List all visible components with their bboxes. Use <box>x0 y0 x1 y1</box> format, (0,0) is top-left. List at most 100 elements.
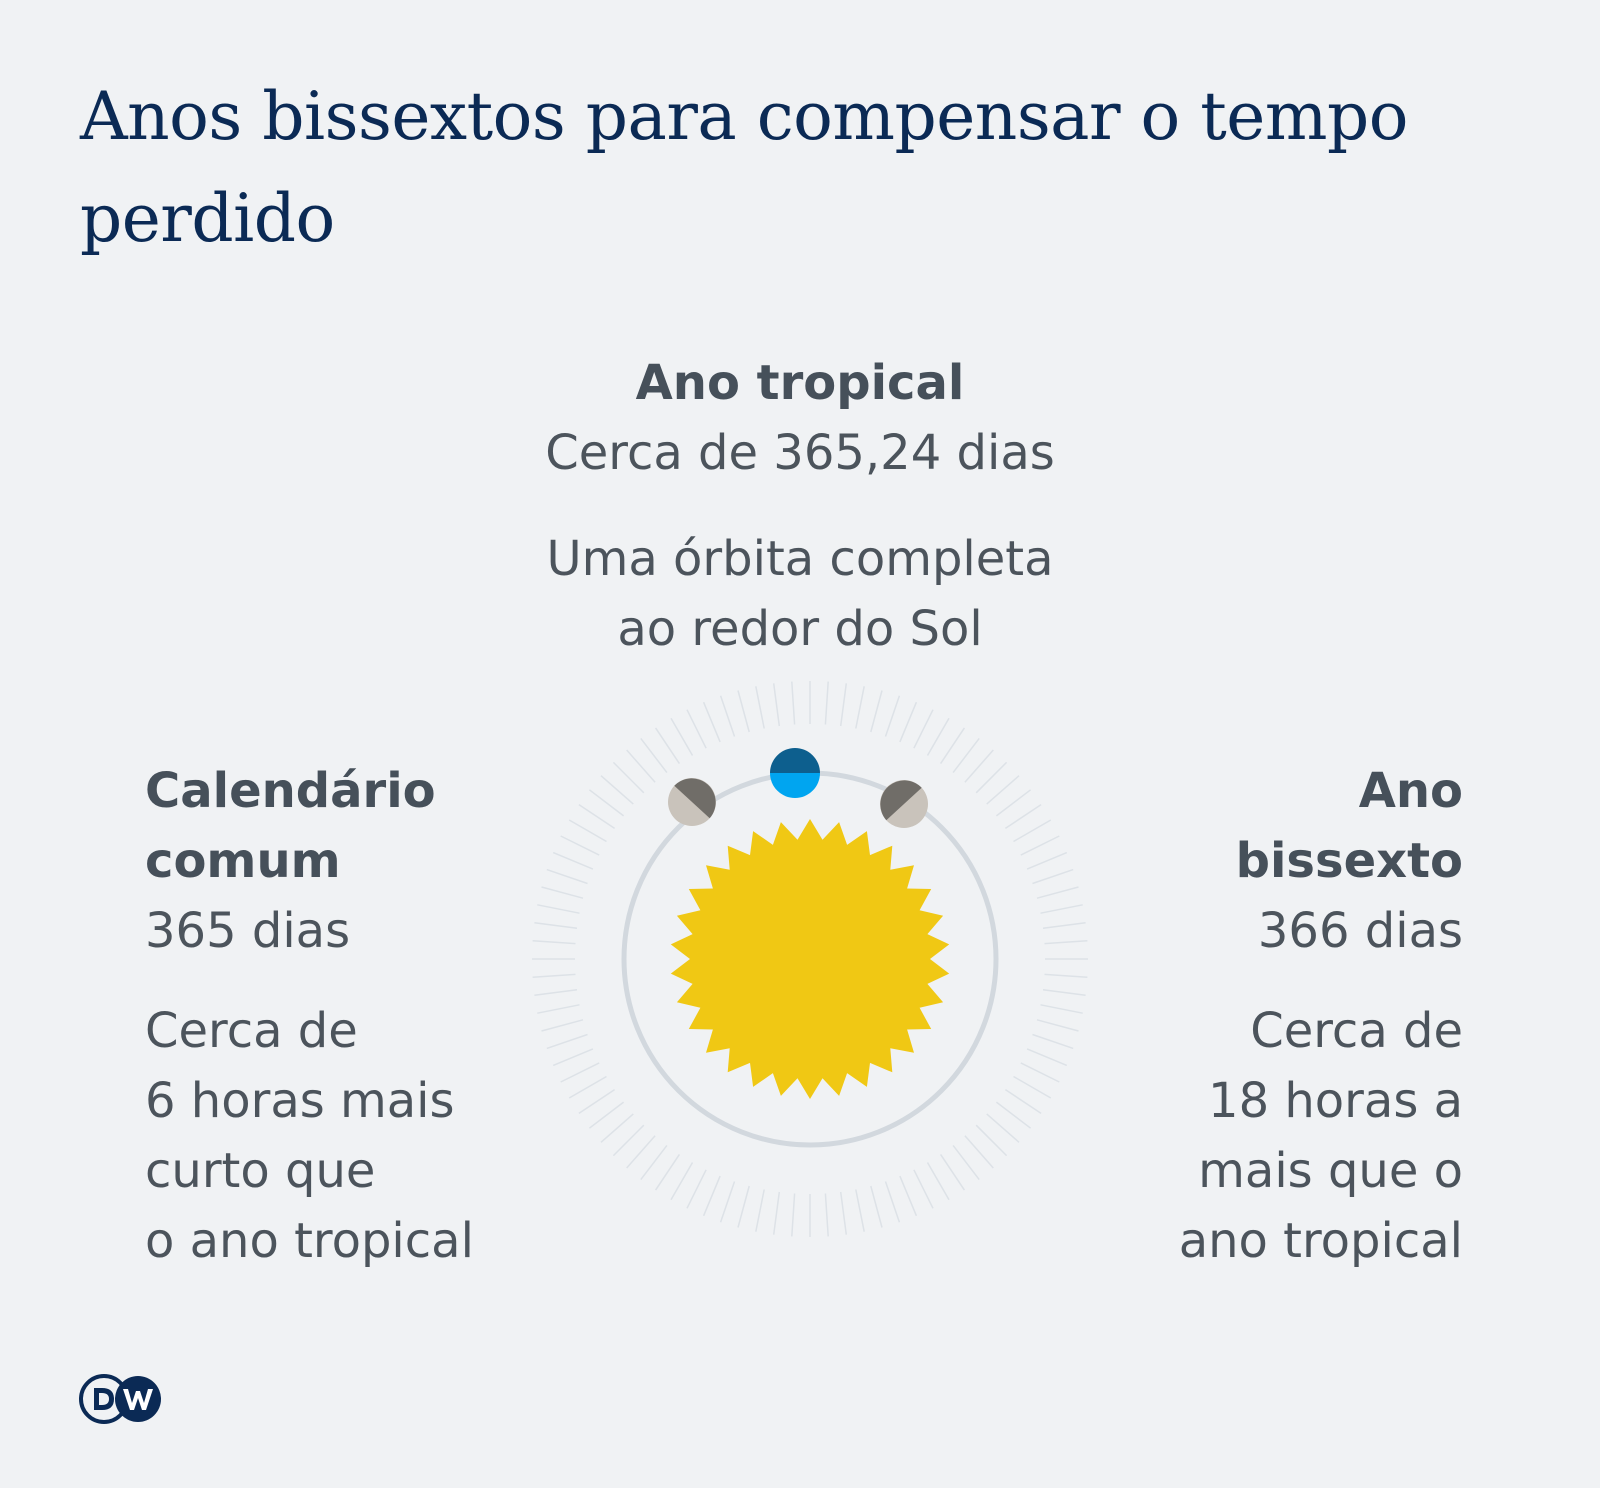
orbit-tick <box>546 868 588 885</box>
orbit-tick <box>1044 940 1088 945</box>
orbit-tick <box>532 940 576 945</box>
orbit-tick <box>1044 973 1088 978</box>
orbit-tick <box>612 761 645 794</box>
orbit-tick <box>532 973 576 978</box>
orbit-tick <box>913 1169 934 1209</box>
orbit-tick <box>560 1062 600 1083</box>
orbit-tick <box>588 1101 625 1129</box>
orbit-tick <box>975 761 1008 794</box>
orbit-tick <box>870 690 883 733</box>
orbit-tick <box>964 749 994 783</box>
orbit-tick <box>824 1193 829 1237</box>
orbit-tick <box>986 775 1020 805</box>
common-note-line-4: o ano tropical <box>145 1213 474 1269</box>
orbit-tick <box>612 1124 645 1157</box>
orbit-tick <box>839 1191 848 1235</box>
orbit-tick <box>626 1135 656 1169</box>
orbit-tick <box>884 695 901 737</box>
orbit-tick <box>939 727 966 765</box>
leap-note-line-2: 18 horas a <box>1208 1073 1463 1129</box>
tropical-description-line-2: ao redor do Sol <box>617 601 983 657</box>
orbit-tick <box>995 789 1032 817</box>
orbit-tick <box>537 904 580 914</box>
orbit-tick <box>686 709 707 749</box>
orbit-tick <box>899 701 918 743</box>
orbit-tick <box>552 1048 594 1067</box>
orbit-tick <box>839 683 848 727</box>
orbit-tick <box>534 921 578 930</box>
common-heading-line-1: Calendário <box>145 763 436 819</box>
orbit-tick <box>772 1191 781 1235</box>
common-heading-line-2: comum <box>145 833 341 889</box>
orbit-tick <box>546 1033 588 1050</box>
orbit-tick <box>1026 851 1068 870</box>
orbit-tick <box>552 851 594 870</box>
orbit-tick <box>541 1019 584 1032</box>
common-calendar-label: Calendário comum 365 dias <box>145 756 575 966</box>
orbit-tick <box>1042 921 1086 930</box>
orbit-tick <box>884 1181 901 1223</box>
orbit-tick <box>913 709 934 749</box>
orbit-tick <box>1042 988 1086 997</box>
orbit-tick <box>670 1162 694 1201</box>
orbit-tick <box>1020 1062 1060 1083</box>
sun-icon <box>670 819 950 1099</box>
orbit-tick <box>686 1169 707 1209</box>
orbit-tick <box>1036 1019 1079 1032</box>
orbit-tick <box>986 1113 1020 1143</box>
tropical-description-line-1: Uma órbita completa <box>546 531 1054 587</box>
orbit-tick <box>975 1124 1008 1157</box>
orbit-tick <box>1004 803 1042 830</box>
orbit-tick <box>719 1181 736 1223</box>
orbit-tick <box>640 737 668 774</box>
tropical-year-description: Uma órbita completa ao redor do Sol <box>400 524 1200 664</box>
common-note-line-2: 6 horas mais <box>145 1073 455 1129</box>
tropical-year-heading: Ano tropical <box>635 355 965 411</box>
orbit-tick <box>824 681 829 725</box>
dw-logo <box>79 1374 161 1424</box>
orbit-tick <box>626 749 656 783</box>
orbit-tick <box>755 1189 765 1232</box>
orbit-tick <box>670 717 694 756</box>
orbit-tick <box>1040 1004 1083 1014</box>
orbit-tick <box>964 1135 994 1169</box>
moon-right-icon <box>880 780 928 828</box>
orbit-tick <box>1026 1048 1068 1067</box>
leap-note-line-4: ano tropical <box>1178 1213 1463 1269</box>
orbit-tick <box>926 717 950 756</box>
orbit-tick <box>600 1113 634 1143</box>
orbit-tick <box>560 835 600 856</box>
orbit-tick <box>568 819 607 843</box>
leap-year-note: Cerca de 18 horas a mais que o ano tropi… <box>1033 996 1463 1276</box>
orbit-tick <box>568 1075 607 1099</box>
orbit-tick <box>772 683 781 727</box>
earth-icon <box>770 748 820 798</box>
orbit-tick <box>737 1185 750 1228</box>
orbit-tick-marks <box>532 681 1088 1237</box>
orbit-tick <box>755 686 765 729</box>
leap-heading-line-1: Ano <box>1358 763 1463 819</box>
orbit-tick <box>654 727 681 765</box>
orbit-tick <box>702 701 721 743</box>
orbit-tick <box>537 1004 580 1014</box>
orbit-tick <box>899 1175 918 1217</box>
tropical-year-label: Ano tropical Cerca de 365,24 dias <box>400 348 1200 488</box>
orbit-tick <box>855 1189 865 1232</box>
orbit-tick <box>1013 819 1052 843</box>
orbit-tick <box>995 1101 1032 1129</box>
orbit-tick <box>952 737 980 774</box>
orbit-tick <box>855 686 865 729</box>
moon-left-icon <box>668 778 716 826</box>
orbit-tick <box>1013 1075 1052 1099</box>
orbit-tick <box>1032 1033 1074 1050</box>
leap-heading-line-2: bissexto <box>1235 833 1463 889</box>
tropical-year-days: Cerca de 365,24 dias <box>545 425 1055 481</box>
leap-note-line-3: mais que o <box>1198 1143 1463 1199</box>
orbit-tick <box>737 690 750 733</box>
common-days: 365 dias <box>145 903 351 959</box>
orbit-tick <box>534 988 578 997</box>
orbit-tick <box>578 1088 616 1115</box>
orbit-tick <box>1040 904 1083 914</box>
orbit-diagram <box>532 681 1088 1237</box>
orbit-tick <box>719 695 736 737</box>
